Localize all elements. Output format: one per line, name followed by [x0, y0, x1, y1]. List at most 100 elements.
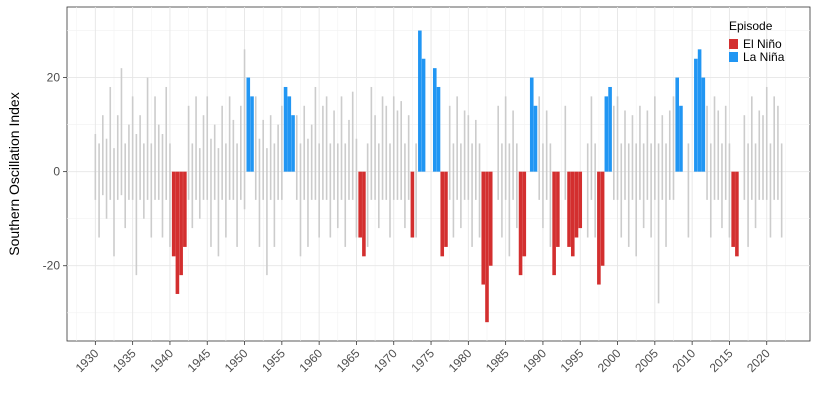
bar-neutral	[542, 143, 544, 229]
bar-neutral	[336, 143, 339, 229]
bar-neutral	[258, 138, 261, 247]
bar-neutral	[463, 110, 466, 200]
bar-el-nino	[481, 171, 486, 285]
bar-neutral	[243, 49, 246, 210]
bar-neutral	[120, 68, 123, 196]
bar-neutral	[777, 105, 779, 200]
bar-el-nino	[552, 171, 556, 276]
bar-neutral	[378, 143, 380, 229]
bar-neutral	[456, 96, 458, 200]
bar-la-nina	[246, 77, 251, 172]
bar-la-nina	[679, 105, 683, 172]
bar-neutral	[773, 96, 775, 200]
bar-neutral	[206, 96, 209, 200]
bar-neutral	[344, 143, 347, 247]
x-tick-label: 2020	[744, 346, 773, 375]
bar-la-nina	[436, 86, 441, 172]
bar-neutral	[751, 96, 753, 200]
bar-neutral	[325, 96, 328, 200]
x-tick-label: 1940	[147, 346, 176, 375]
bar-neutral	[355, 138, 358, 238]
bar-neutral	[564, 105, 567, 200]
bar-el-nino	[171, 171, 176, 257]
x-tick-label: 1965	[334, 346, 363, 375]
x-tick-label: 1985	[483, 346, 512, 375]
bar-el-nino	[444, 171, 448, 247]
x-tick-label: 1995	[558, 346, 587, 375]
bar-neutral	[672, 96, 675, 200]
bar-neutral	[586, 143, 589, 238]
bar-neutral	[452, 143, 455, 238]
legend-key	[729, 52, 738, 62]
bar-neutral	[277, 124, 279, 200]
plot-panel	[66, 6, 811, 342]
bar-neutral	[516, 143, 518, 229]
bar-neutral	[404, 143, 406, 229]
bar-el-nino	[179, 171, 183, 276]
x-tick-label: 2000	[595, 346, 624, 375]
bar-el-nino	[570, 171, 575, 257]
bar-la-nina	[529, 77, 534, 172]
bar-el-nino	[578, 171, 583, 229]
bar-neutral	[262, 119, 264, 200]
bar-neutral	[187, 105, 190, 200]
bar-neutral	[415, 143, 417, 238]
bar-neutral	[713, 96, 716, 200]
bar-el-nino	[175, 171, 180, 294]
bar-la-nina	[291, 115, 295, 172]
bar-neutral	[721, 143, 723, 229]
bar-neutral	[497, 105, 499, 200]
bar-neutral	[728, 143, 731, 238]
bar-neutral	[762, 115, 764, 200]
bar-neutral	[113, 148, 115, 257]
legend-key	[729, 39, 738, 49]
bar-neutral	[780, 143, 783, 238]
bar-el-nino	[731, 171, 735, 247]
bar-el-nino	[735, 171, 739, 257]
bar-neutral	[743, 115, 746, 200]
bar-neutral	[717, 110, 720, 200]
x-tick-label: 1975	[408, 346, 437, 375]
bar-neutral	[616, 96, 619, 200]
bar-neutral	[381, 96, 384, 200]
bar-la-nina	[250, 96, 254, 172]
bar-neutral	[169, 143, 171, 247]
x-tick-label: 1990	[520, 346, 549, 375]
bar-neutral	[624, 110, 626, 200]
bar-neutral	[627, 143, 630, 247]
bar-neutral	[635, 143, 637, 257]
bar-neutral	[135, 134, 138, 276]
bar-neutral	[769, 143, 772, 238]
bar-neutral	[471, 143, 473, 247]
bar-neutral	[254, 96, 257, 200]
bar-neutral	[590, 96, 593, 200]
bar-neutral	[131, 96, 134, 200]
bar-neutral	[191, 143, 194, 229]
bar-neutral	[474, 119, 477, 200]
bar-la-nina	[701, 77, 706, 172]
bar-neutral	[240, 105, 242, 200]
bar-neutral	[198, 148, 201, 219]
bar-neutral	[165, 86, 168, 200]
bar-neutral	[351, 91, 354, 200]
bar-neutral	[478, 143, 481, 238]
bar-neutral	[631, 115, 634, 200]
bar-neutral	[94, 134, 97, 200]
bar-neutral	[467, 115, 470, 200]
bar-neutral	[594, 143, 596, 238]
bar-neutral	[501, 143, 503, 238]
bar-la-nina	[533, 105, 538, 172]
bar-neutral	[307, 138, 309, 247]
bar-neutral	[549, 143, 552, 247]
bar-neutral	[389, 143, 391, 238]
bar-el-nino	[518, 171, 523, 276]
bar-neutral	[508, 143, 511, 257]
bar-neutral	[668, 110, 671, 200]
bar-neutral	[236, 143, 238, 247]
bar-neutral	[661, 115, 664, 200]
bar-la-nina	[675, 77, 680, 172]
bar-neutral	[512, 110, 514, 200]
bar-neutral	[273, 143, 276, 247]
bar-neutral	[322, 105, 324, 200]
